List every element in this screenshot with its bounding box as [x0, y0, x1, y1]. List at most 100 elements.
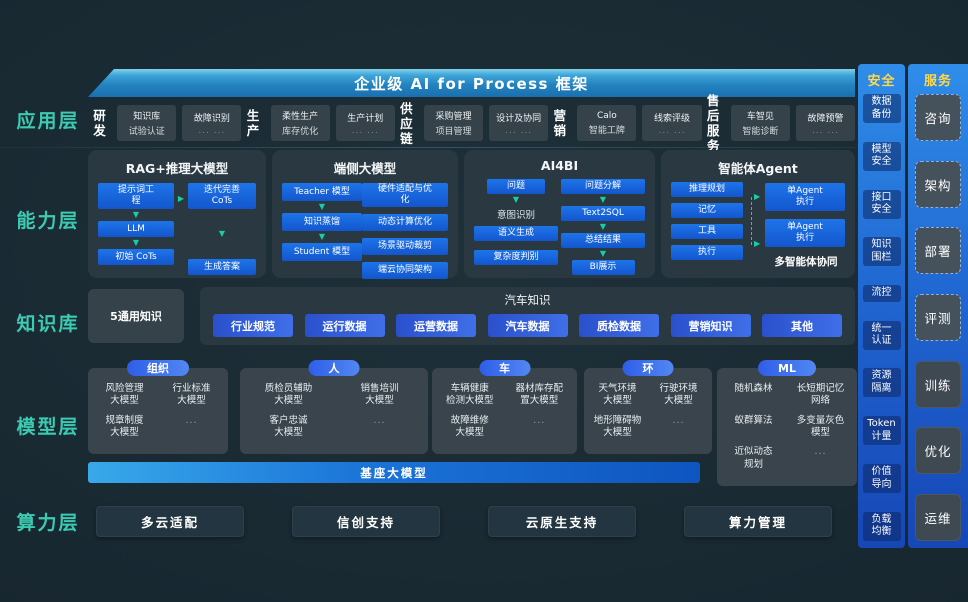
flow-node: 问题分解 — [561, 179, 645, 194]
app-item-box: 柔性生产 库存优化 — [270, 105, 330, 141]
app-item-line: ... ... — [811, 125, 839, 136]
app-section-marketing: 营销 Calo 智能工牌 线索评级 ... ... — [548, 105, 702, 141]
app-item-line: 采购管理 — [435, 112, 472, 122]
service-item: 评测 — [915, 293, 961, 341]
services-column: 服务 咨询 架构 部署 评测 训练 优化 运维 — [908, 64, 968, 548]
knowledge-chip: 汽车数据 — [487, 314, 568, 337]
security-item: Token 计量 — [862, 416, 901, 446]
app-item-line: 车智见 — [746, 112, 774, 122]
flow-step-text: 意图识别 — [496, 210, 535, 221]
layer-label-model: 模型层 — [16, 416, 80, 438]
app-item-box: 车智见 智能诊断 — [730, 105, 790, 141]
right-arrow-icon: ▶ — [177, 194, 185, 203]
compute-item: 云原生支持 — [488, 506, 636, 537]
model-cell: 规章制度 大模型 — [105, 414, 144, 439]
model-cell: 质检员辅助 大模型 — [264, 383, 313, 407]
model-group-pill: 组织 — [127, 360, 189, 376]
app-item-line: Calo — [597, 110, 617, 121]
layer-label-knowledge: 知识库 — [16, 313, 80, 335]
app-item-line: 试验认证 — [128, 127, 165, 137]
flow-node: 迭代完善 CoTs — [188, 183, 256, 209]
flow-node: 语义生成 — [474, 226, 558, 241]
agent-exec-node: 单Agent 执行 — [765, 183, 845, 211]
model-cell: 风险管理 大模型 — [105, 383, 144, 407]
knowledge-chip: 行业规范 — [213, 314, 293, 337]
compute-item: 信创支持 — [292, 506, 440, 537]
flow-node: 问题 — [486, 179, 546, 194]
application-layer-row: 研发 知识库 试验认证 故障识别 ... ... 生产 柔性生产 库存优化 生产… — [88, 93, 856, 153]
right-arrow-icon: ▶ — [754, 192, 761, 201]
multi-agent-caption: 多智能体协同 — [774, 256, 838, 268]
app-item-line: 故障预警 — [807, 113, 844, 124]
auto-knowledge-box: 汽车知识 行业规范 运行数据 运营数据 汽车数据 质检数据 营销知识 其他 — [200, 287, 855, 345]
service-item: 训练 — [915, 360, 961, 408]
security-item: 负载 均衡 — [862, 511, 901, 541]
knowledge-chip: 其他 — [762, 314, 842, 337]
flow-node: 初始 CoTs — [98, 249, 174, 265]
list-node: 端云协同架构 — [362, 262, 448, 279]
knowledge-chip: 营销知识 — [670, 314, 751, 337]
app-item-line: 项目管理 — [435, 127, 472, 137]
down-arrow-icon: ▼ — [599, 249, 607, 258]
model-cell: ... — [814, 446, 827, 458]
flow-node: Student 模型 — [282, 243, 362, 261]
ai4bi-box: AI4BI 问题 ▼ 意图识别 语义生成 复杂度判别 问题分解 ▼ Text2S… — [464, 150, 655, 278]
down-arrow-icon: ▼ — [318, 232, 326, 241]
model-cell: ... — [672, 414, 685, 426]
app-section-supply-chain: 供应 链 采购管理 项目管理 设计及协同 ... ... — [395, 101, 549, 146]
list-node: 硬件适配与优 化 — [362, 183, 448, 207]
app-item-box: 故障识别 ... ... — [182, 105, 242, 141]
down-arrow-icon: ▼ — [599, 222, 607, 231]
layer-label-compute: 算力层 — [16, 512, 80, 534]
app-item-box: Calo 智能工牌 — [577, 105, 637, 141]
edge-box-title: 端侧大模型 — [333, 161, 397, 176]
service-item: 架构 — [915, 160, 961, 208]
model-cell: 销售培训 大模型 — [360, 383, 399, 407]
agent-component: 推理规划 — [671, 182, 743, 197]
app-section-production: 生产 柔性生产 库存优化 生产计划 ... ... — [241, 105, 395, 141]
model-group-person: 人 质检员辅助 大模型 销售培训 大模型 客户忠诚 大模型 ... — [240, 360, 428, 454]
security-item: 接口 安全 — [862, 189, 901, 219]
app-item-box: 设计及协同 ... ... — [489, 105, 549, 141]
auto-knowledge-title: 汽车知识 — [504, 293, 551, 307]
down-arrow-icon: ▼ — [318, 202, 326, 211]
app-item-box: 知识库 试验认证 — [117, 105, 177, 141]
security-item: 流控 — [862, 285, 901, 302]
services-header: 服务 — [923, 74, 952, 89]
app-item-box: 生产计划 ... ... — [335, 105, 395, 141]
right-arrow-icon: ▶ — [754, 239, 761, 248]
flow-node: LLM — [98, 221, 174, 237]
agent-component: 执行 — [671, 245, 743, 260]
security-item: 价值 导向 — [862, 464, 901, 494]
rag-reasoning-box: RAG+推理大模型 提示词工 程 ▼ LLM ▼ 初始 CoTs ▶ 迭代完善 … — [88, 150, 266, 278]
app-item-box: 采购管理 项目管理 — [423, 105, 484, 141]
app-item-line: 知识库 — [133, 112, 161, 122]
app-item-line: 库存优化 — [282, 127, 319, 137]
agent-exec-node: 单Agent 执行 — [765, 219, 845, 247]
app-item-box: 故障预警 ... ... — [795, 105, 856, 141]
flow-node: Teacher 模型 — [282, 183, 362, 201]
edge-model-box: 端侧大模型 Teacher 模型 ▼ 知识蒸馏 ▼ Student 模型 硬件适… — [272, 150, 458, 279]
model-cell: 行驶环境 大模型 — [659, 383, 698, 407]
model-group-pill: ML — [758, 360, 816, 376]
app-item-line: 智能工牌 — [588, 125, 625, 136]
flow-node: 提示词工 程 — [98, 183, 174, 209]
page-title: 企业级 AI for Process 框架 — [354, 74, 589, 93]
flow-node: 生成答案 — [188, 259, 256, 275]
app-item-line: 智能诊断 — [742, 127, 779, 137]
app-section-label: 售后 服务 — [706, 93, 720, 153]
service-item: 运维 — [915, 493, 961, 541]
app-item-line: 生产计划 — [347, 113, 384, 124]
general-knowledge-box: 5通用知识 — [88, 289, 184, 343]
security-item: 数据 备份 — [862, 94, 901, 123]
security-item: 模型 安全 — [862, 141, 901, 171]
security-column: 安全 数据 备份 模型 安全 接口 安全 知识 围栏 流控 统一 认证 资源 隔… — [858, 64, 905, 548]
layer-separator — [0, 147, 857, 148]
app-item-line: 设计及协同 — [496, 113, 542, 124]
app-item-line: 柔性生产 — [282, 112, 319, 122]
model-cell: 天气环境 大模型 — [598, 383, 637, 407]
model-cell: 车辆健康 检测大模型 — [445, 383, 494, 407]
down-arrow-icon: ▼ — [512, 195, 520, 204]
model-cell: 故障维修 大模型 — [450, 414, 489, 439]
